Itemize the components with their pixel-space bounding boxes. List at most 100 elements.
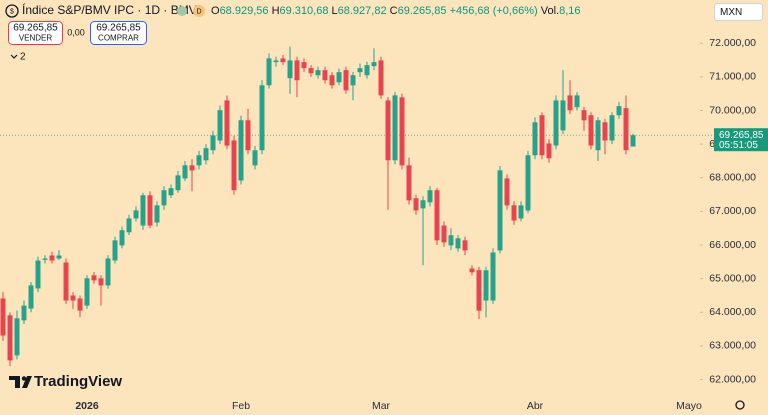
candle-body bbox=[406, 165, 412, 201]
indicators-chevron[interactable] bbox=[10, 54, 18, 59]
candle-body bbox=[462, 240, 468, 251]
sell-label[interactable]: VENDER bbox=[19, 34, 53, 43]
candle-body bbox=[392, 95, 398, 161]
buy-label[interactable]: COMPRAR bbox=[98, 34, 139, 43]
candle-body bbox=[189, 165, 195, 171]
x-tick-label: Feb bbox=[232, 400, 250, 412]
candle-body bbox=[469, 268, 475, 273]
candle-body bbox=[371, 62, 377, 67]
candle-body bbox=[616, 106, 622, 116]
candle-body bbox=[280, 58, 286, 63]
candle-body bbox=[140, 195, 146, 226]
ohlc-key: O bbox=[211, 5, 220, 17]
candle-body bbox=[245, 120, 251, 151]
ohlc-value: 69.265,85 bbox=[398, 5, 447, 17]
candle-body bbox=[560, 100, 566, 131]
candle-body bbox=[567, 95, 573, 111]
price-tag-countdown: 05:51:05 bbox=[719, 140, 758, 151]
candle-body bbox=[525, 155, 531, 211]
candle-body bbox=[35, 260, 41, 289]
candle-body bbox=[427, 190, 433, 203]
candle-body bbox=[630, 135, 636, 147]
status-dot bbox=[177, 6, 187, 16]
candle-body bbox=[154, 205, 160, 223]
buy-price[interactable]: 69.265,85 bbox=[96, 23, 141, 34]
candle-body bbox=[224, 100, 230, 146]
ohlc-key: H bbox=[272, 5, 280, 17]
candle-body bbox=[609, 115, 615, 141]
candle-body bbox=[266, 58, 272, 86]
candle-body bbox=[119, 230, 125, 246]
candle-body bbox=[385, 100, 391, 161]
candle-body bbox=[14, 318, 20, 356]
chart-title: Índice S&P/BMV IPC · 1D · BMV bbox=[22, 2, 197, 17]
candle-body bbox=[203, 148, 209, 161]
currency[interactable]: MXN bbox=[720, 7, 742, 18]
symbol-icon bbox=[5, 4, 19, 18]
buy-button[interactable] bbox=[90, 21, 147, 45]
candle-body bbox=[231, 140, 237, 191]
candle-body bbox=[56, 255, 62, 259]
candle-body bbox=[252, 150, 258, 166]
candle-body bbox=[147, 195, 153, 226]
candle-body bbox=[238, 120, 244, 181]
badge bbox=[193, 5, 205, 17]
candle-body bbox=[553, 100, 559, 146]
indicators-count[interactable]: 2 bbox=[20, 52, 26, 63]
ohlc-key: L bbox=[332, 5, 338, 17]
candle-body bbox=[168, 188, 174, 196]
candle-body bbox=[105, 258, 111, 286]
ohlc-value: 69.310,68 bbox=[280, 5, 329, 17]
y-tick-label: 66.000,00 bbox=[709, 239, 756, 251]
candle-body bbox=[511, 205, 517, 221]
candle-body bbox=[588, 115, 594, 146]
candle-body bbox=[126, 218, 132, 233]
y-tick-label: 64.000,00 bbox=[709, 306, 756, 318]
x-tick-label: Mar bbox=[372, 400, 391, 412]
candle-body bbox=[448, 235, 454, 246]
candle-body bbox=[161, 190, 167, 206]
symbol-icon-glyph: $ bbox=[10, 8, 14, 15]
candle-body bbox=[455, 238, 461, 249]
candle-body bbox=[434, 190, 440, 241]
x-tick-label: 2026 bbox=[75, 400, 99, 412]
candle-body bbox=[21, 305, 27, 321]
candle-body bbox=[343, 70, 349, 91]
plot bbox=[0, 46, 714, 367]
y-tick-label: 62.000,00 bbox=[709, 373, 756, 385]
volume-key: Vol. bbox=[541, 5, 559, 17]
candle-body bbox=[413, 198, 419, 211]
candle-body bbox=[490, 252, 496, 301]
candle-body bbox=[595, 120, 601, 151]
candle-body bbox=[623, 108, 629, 151]
candle-body bbox=[315, 70, 321, 76]
sell-price[interactable]: 69.265,85 bbox=[13, 23, 58, 34]
candle-body bbox=[182, 165, 188, 179]
candle-body bbox=[350, 75, 356, 86]
candle-body bbox=[28, 285, 34, 309]
candle-body bbox=[210, 135, 216, 151]
badge-text: D bbox=[196, 8, 201, 15]
candle-body bbox=[196, 155, 202, 166]
candle-body bbox=[532, 122, 538, 156]
settings-icon[interactable] bbox=[735, 400, 745, 410]
sell-button[interactable] bbox=[8, 21, 63, 45]
candle-body bbox=[308, 68, 314, 74]
brand: TradingView bbox=[34, 373, 122, 390]
currency-box[interactable] bbox=[714, 3, 763, 21]
ohlc-value: 68.927,82 bbox=[338, 5, 387, 17]
candle-body bbox=[357, 68, 363, 73]
candle-body bbox=[441, 225, 447, 243]
spread: 0,00 bbox=[67, 27, 85, 37]
candle-body bbox=[504, 178, 510, 206]
candle-body bbox=[0, 298, 6, 336]
y-tick-label: 68.000,00 bbox=[709, 172, 756, 184]
y-tick-label: 63.000,00 bbox=[709, 340, 756, 352]
candle-body bbox=[420, 200, 426, 209]
x-tick-label: Abr bbox=[527, 400, 544, 412]
candle-body bbox=[546, 143, 552, 159]
brand-logo-dot bbox=[21, 376, 27, 381]
candle-body bbox=[287, 60, 293, 79]
candle-body bbox=[77, 298, 83, 311]
